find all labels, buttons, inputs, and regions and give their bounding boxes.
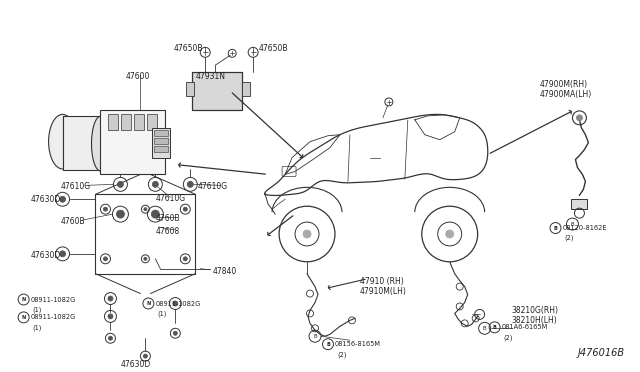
Bar <box>95 194 195 274</box>
Ellipse shape <box>92 116 109 171</box>
Text: (1): (1) <box>33 324 42 331</box>
Circle shape <box>60 196 65 202</box>
Text: 47900MA(LH): 47900MA(LH) <box>540 90 592 99</box>
Bar <box>192 72 242 110</box>
Circle shape <box>173 301 178 306</box>
Text: 47931N: 47931N <box>195 72 225 81</box>
Text: J476016B: J476016B <box>577 348 625 358</box>
Bar <box>242 82 250 96</box>
Bar <box>100 110 165 174</box>
Circle shape <box>108 314 113 319</box>
Bar <box>154 146 168 152</box>
Text: B: B <box>554 225 557 231</box>
Text: 47630D: 47630D <box>120 360 150 369</box>
Text: (1): (1) <box>157 311 167 317</box>
Circle shape <box>438 222 461 246</box>
Text: 47900M(RH): 47900M(RH) <box>540 80 588 89</box>
Bar <box>122 114 131 130</box>
Text: 47840: 47840 <box>212 267 237 276</box>
Text: 081A6-6165M: 081A6-6165M <box>502 324 548 330</box>
Text: 08911-1082G: 08911-1082G <box>156 301 200 307</box>
Circle shape <box>183 257 188 261</box>
Circle shape <box>422 206 477 262</box>
Text: (2): (2) <box>504 334 513 341</box>
Text: 08911-1082G: 08911-1082G <box>31 314 76 320</box>
Circle shape <box>60 251 65 257</box>
Text: 08156-8165M: 08156-8165M <box>335 341 381 347</box>
Text: B: B <box>493 325 497 330</box>
Bar <box>154 130 168 136</box>
Circle shape <box>104 207 108 211</box>
Text: 08911-1082G: 08911-1082G <box>31 296 76 302</box>
Text: (1): (1) <box>33 307 42 313</box>
Text: 47910M(LH): 47910M(LH) <box>360 286 407 296</box>
Circle shape <box>445 230 454 238</box>
Text: 08120-8162E: 08120-8162E <box>563 225 607 231</box>
Text: 4760B: 4760B <box>156 214 180 223</box>
Circle shape <box>188 182 193 187</box>
Text: 47910 (RH): 47910 (RH) <box>360 277 404 286</box>
Text: B: B <box>483 326 486 331</box>
Bar <box>63 116 100 170</box>
Text: N: N <box>22 315 26 320</box>
Bar <box>134 114 145 130</box>
Bar <box>108 114 118 130</box>
Bar <box>572 199 588 209</box>
Circle shape <box>143 354 147 358</box>
Text: N: N <box>22 297 26 302</box>
Ellipse shape <box>49 114 77 169</box>
Circle shape <box>108 336 113 340</box>
Text: (2): (2) <box>564 235 574 241</box>
Text: 47610G: 47610G <box>197 182 227 191</box>
Circle shape <box>144 208 147 211</box>
Circle shape <box>152 210 159 218</box>
Circle shape <box>116 210 124 218</box>
Circle shape <box>183 207 188 211</box>
Circle shape <box>108 296 113 301</box>
Text: 47608: 47608 <box>156 227 180 236</box>
Text: 47630D: 47630D <box>31 251 61 260</box>
Circle shape <box>144 257 147 260</box>
Text: 47610G: 47610G <box>61 182 91 191</box>
Text: N: N <box>147 301 150 306</box>
Circle shape <box>152 182 158 187</box>
Text: 47600: 47600 <box>125 72 150 81</box>
Bar <box>154 138 168 144</box>
Circle shape <box>104 257 108 261</box>
Text: (2): (2) <box>337 351 346 357</box>
Text: 47650B: 47650B <box>258 44 287 53</box>
Circle shape <box>279 206 335 262</box>
Circle shape <box>577 115 582 121</box>
Text: 38210G(RH): 38210G(RH) <box>511 307 559 315</box>
Text: B: B <box>571 222 574 227</box>
Bar <box>147 114 157 130</box>
Text: B: B <box>326 342 330 347</box>
Text: 47650B: 47650B <box>173 44 203 53</box>
Bar <box>186 82 195 96</box>
Text: 38210H(LH): 38210H(LH) <box>511 317 557 326</box>
Text: 47630D: 47630D <box>31 195 61 204</box>
Text: 47610G: 47610G <box>156 194 186 203</box>
Circle shape <box>173 331 177 335</box>
Text: 4760B: 4760B <box>61 217 85 226</box>
Circle shape <box>118 182 124 187</box>
Circle shape <box>295 222 319 246</box>
Bar <box>192 72 242 110</box>
Text: B: B <box>313 334 317 339</box>
Circle shape <box>303 230 311 238</box>
Bar <box>152 128 170 158</box>
